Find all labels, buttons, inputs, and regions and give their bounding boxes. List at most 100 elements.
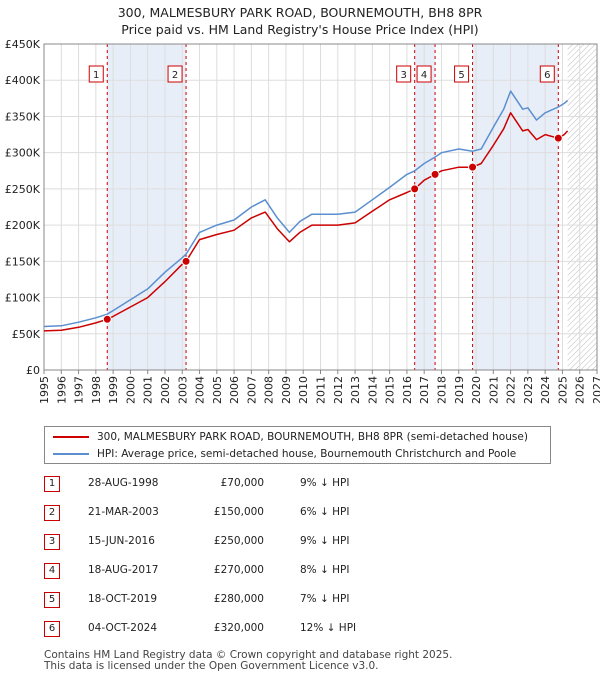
x-tick-label: 2013 bbox=[349, 376, 362, 404]
title-address: 300, MALMESBURY PARK ROAD, BOURNEMOUTH, … bbox=[117, 5, 483, 20]
x-tick-label: 2017 bbox=[418, 376, 431, 404]
table-row: 5 18-OCT-2019 £280,000 7% ↓ HPI bbox=[44, 590, 564, 610]
sale-number-box bbox=[167, 65, 183, 83]
sale-number-label: 1 bbox=[93, 70, 99, 81]
x-tick-label: 2008 bbox=[263, 376, 276, 404]
y-tick-label: £300K bbox=[5, 147, 41, 160]
x-tick-label: 2020 bbox=[470, 376, 483, 404]
legend-swatch-property bbox=[53, 436, 89, 438]
property-line bbox=[43, 112, 569, 332]
legend-label-hpi: HPI: Average price, semi-detached house,… bbox=[97, 448, 517, 460]
transaction-date: 18-AUG-2017 bbox=[88, 564, 159, 576]
table-row: 2 21-MAR-2003 £150,000 6% ↓ HPI bbox=[44, 503, 564, 523]
x-tick-label: 2023 bbox=[522, 376, 535, 404]
y-tick-label: £150K bbox=[5, 255, 41, 268]
transaction-number: 3 bbox=[44, 534, 60, 550]
x-tick-label: 2007 bbox=[245, 376, 258, 404]
hpi-line bbox=[43, 90, 569, 328]
x-tick-label: 2021 bbox=[487, 376, 500, 404]
sale-point bbox=[410, 184, 420, 194]
transaction-price: £320,000 bbox=[213, 622, 264, 634]
sale-point bbox=[553, 133, 563, 143]
x-tick-label: 1998 bbox=[90, 376, 103, 404]
y-tick-label: £400K bbox=[5, 74, 41, 87]
transaction-hpi-diff: 6% ↓ HPI bbox=[300, 506, 350, 518]
x-tick-label: 2009 bbox=[280, 376, 293, 404]
sale-number-box bbox=[454, 65, 470, 83]
table-row: 1 28-AUG-1998 £70,000 9% ↓ HPI bbox=[44, 474, 564, 494]
footer-note: Contains HM Land Registry data © Crown c… bbox=[44, 650, 452, 672]
transaction-hpi-diff: 9% ↓ HPI bbox=[300, 535, 350, 547]
sale-number-box bbox=[396, 65, 412, 83]
sale-number-label: 3 bbox=[400, 70, 406, 81]
legend-label-property: 300, MALMESBURY PARK ROAD, BOURNEMOUTH, … bbox=[97, 431, 528, 443]
x-tick-label: 2003 bbox=[176, 376, 189, 404]
x-tick-label: 1996 bbox=[55, 376, 68, 404]
transaction-date: 04-OCT-2024 bbox=[88, 622, 157, 634]
y-tick-label: £100K bbox=[5, 292, 41, 305]
transaction-number: 2 bbox=[44, 505, 60, 521]
x-tick-label: 2018 bbox=[435, 376, 448, 404]
sale-point bbox=[181, 256, 191, 266]
transaction-number: 6 bbox=[44, 621, 60, 637]
transaction-price: £280,000 bbox=[213, 593, 264, 605]
x-tick-label: 2019 bbox=[453, 376, 466, 404]
transaction-date: 21-MAR-2003 bbox=[88, 506, 159, 518]
table-row: 6 04-OCT-2024 £320,000 12% ↓ HPI bbox=[44, 619, 564, 639]
y-tick-label: £0 bbox=[26, 364, 40, 377]
y-tick-label: £200K bbox=[5, 219, 41, 232]
x-tick-label: 1995 bbox=[38, 376, 51, 404]
legend-item-hpi: HPI: Average price, semi-detached house,… bbox=[53, 446, 516, 462]
table-row: 3 15-JUN-2016 £250,000 9% ↓ HPI bbox=[44, 532, 564, 552]
transaction-number: 1 bbox=[44, 476, 60, 492]
x-tick-label: 2006 bbox=[228, 376, 241, 404]
transaction-date: 15-JUN-2016 bbox=[88, 535, 155, 547]
sale-point bbox=[102, 314, 112, 324]
x-tick-label: 2011 bbox=[315, 376, 328, 404]
transaction-price: £250,000 bbox=[213, 535, 264, 547]
transaction-hpi-diff: 12% ↓ HPI bbox=[300, 622, 357, 634]
x-tick-label: 2025 bbox=[556, 376, 569, 404]
x-tick-label: 1997 bbox=[73, 376, 86, 404]
sale-number-label: 6 bbox=[544, 70, 550, 81]
footer-copyright: Contains HM Land Registry data © Crown c… bbox=[44, 649, 453, 661]
x-tick-label: 2010 bbox=[297, 376, 310, 404]
price-chart: £0 £50K £100K £150K £200K £250K £300K £350K £400… bbox=[5, 38, 600, 404]
sale-number-label: 5 bbox=[458, 70, 464, 81]
chart-title: 300, MALMESBURY PARK ROAD, BOURNEMOUTH, … bbox=[0, 4, 600, 38]
x-tick-label: 1999 bbox=[107, 376, 120, 404]
transaction-hpi-diff: 8% ↓ HPI bbox=[300, 564, 350, 576]
transaction-hpi-diff: 7% ↓ HPI bbox=[300, 593, 350, 605]
x-tick-label: 2001 bbox=[142, 376, 155, 404]
x-tick-label: 2026 bbox=[574, 376, 587, 404]
x-tick-label: 2022 bbox=[505, 376, 518, 404]
sale-period-shade bbox=[107, 44, 187, 370]
footer-licence: This data is licensed under the Open Gov… bbox=[44, 660, 379, 672]
x-tick-label: 2012 bbox=[332, 376, 345, 404]
y-tick-label: £350K bbox=[5, 110, 41, 123]
sale-point bbox=[430, 169, 440, 179]
sale-number-box bbox=[416, 65, 432, 83]
x-tick-label: 2002 bbox=[159, 376, 172, 404]
x-tick-label: 2014 bbox=[366, 376, 379, 404]
legend-item-property: 300, MALMESBURY PARK ROAD, BOURNEMOUTH, … bbox=[53, 429, 528, 445]
y-tick-label: £250K bbox=[5, 183, 41, 196]
sale-number-box bbox=[88, 65, 104, 83]
transaction-price: £270,000 bbox=[213, 564, 264, 576]
x-tick-label: 2027 bbox=[591, 376, 600, 404]
y-tick-label: £450K bbox=[5, 38, 41, 51]
x-tick-label: 2024 bbox=[539, 376, 552, 404]
transaction-date: 28-AUG-1998 bbox=[88, 477, 159, 489]
x-tick-label: 2004 bbox=[194, 376, 207, 404]
transaction-number: 5 bbox=[44, 592, 60, 608]
x-tick-label: 2015 bbox=[384, 376, 397, 404]
sale-number-label: 2 bbox=[172, 70, 178, 81]
sale-period-shade bbox=[414, 44, 436, 370]
forecast-hatch bbox=[567, 44, 597, 370]
sale-point bbox=[468, 162, 478, 172]
transaction-hpi-diff: 9% ↓ HPI bbox=[300, 477, 350, 489]
sale-number-box bbox=[539, 65, 555, 83]
legend-swatch-hpi bbox=[53, 453, 89, 455]
chart-legend: 300, MALMESBURY PARK ROAD, BOURNEMOUTH, … bbox=[44, 426, 551, 464]
x-tick-label: 2005 bbox=[211, 376, 224, 404]
